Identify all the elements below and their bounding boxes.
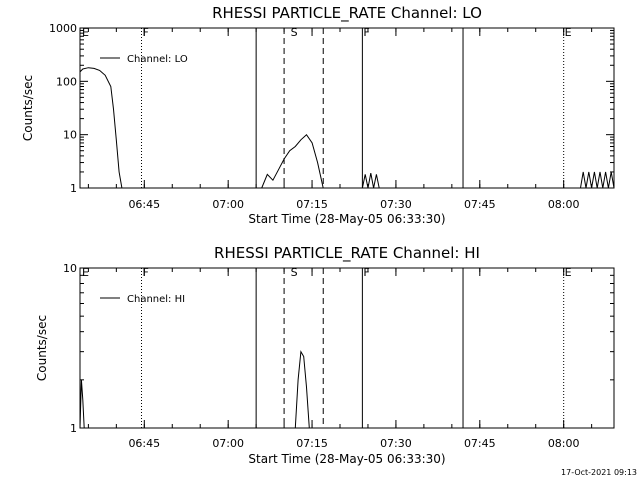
x-tick-label: 06:45	[128, 437, 160, 450]
footer-timestamp: 17-Oct-2021 09:13	[561, 468, 637, 477]
x-tick-label: 07:45	[464, 198, 496, 211]
y-tick-label: 1000	[49, 22, 77, 35]
y-tick-label: 10	[63, 129, 77, 142]
x-axis-label: Start Time (28-May-05 06:33:30)	[248, 452, 445, 466]
flag-label: F	[143, 266, 149, 279]
flag-label: E	[82, 266, 89, 279]
x-tick-label: 07:30	[380, 437, 412, 450]
x-tick-label: 07:45	[464, 437, 496, 450]
flag-label: S	[291, 26, 298, 39]
lo-channel-panel: RHESSI PARTICLE_RATE Channel: LO 1 10 100 10…	[21, 4, 615, 226]
hi-channel-panel: RHESSI PARTICLE_RATE Channel: HI 1 10 06:45…	[35, 244, 615, 466]
x-tick-label: 08:00	[548, 437, 580, 450]
flag-label: F	[143, 26, 149, 39]
series-line	[361, 173, 380, 189]
series-line	[261, 133, 324, 189]
chart-title: RHESSI PARTICLE_RATE Channel: HI	[214, 244, 480, 263]
x-tick-label: 08:00	[548, 198, 580, 211]
y-tick-label: 10	[63, 262, 77, 275]
chart-title: RHESSI PARTICLE_RATE Channel: LO	[212, 4, 482, 23]
legend-label: Channel: LO	[127, 54, 188, 65]
x-tick-label: 07:15	[296, 198, 328, 211]
y-axis-label: Counts/sec	[21, 75, 35, 141]
legend-label: Channel: HI	[127, 294, 185, 305]
plot-frame	[79, 267, 615, 429]
series-line	[79, 67, 123, 189]
series-line	[79, 379, 85, 429]
flag-label: F	[363, 266, 369, 279]
x-tick-label: 07:00	[212, 198, 244, 211]
flag-label: S	[291, 266, 298, 279]
y-tick-label: 100	[56, 75, 77, 88]
series-line	[580, 171, 615, 189]
y-axis-label: Counts/sec	[35, 315, 49, 381]
y-tick-label: 1	[70, 182, 77, 195]
x-tick-label: 07:15	[296, 437, 328, 450]
plot-frame	[79, 27, 615, 189]
x-axis-label: Start Time (28-May-05 06:33:30)	[248, 212, 445, 226]
series-line	[294, 350, 310, 429]
flag-label: F	[363, 26, 369, 39]
x-tick-label: 07:30	[380, 198, 412, 211]
x-tick-label: 07:00	[212, 437, 244, 450]
x-tick-label: 06:45	[128, 198, 160, 211]
flag-label: E	[82, 26, 89, 39]
y-tick-label: 1	[70, 422, 77, 435]
flag-label: E	[565, 26, 572, 39]
flag-label: E	[565, 266, 572, 279]
